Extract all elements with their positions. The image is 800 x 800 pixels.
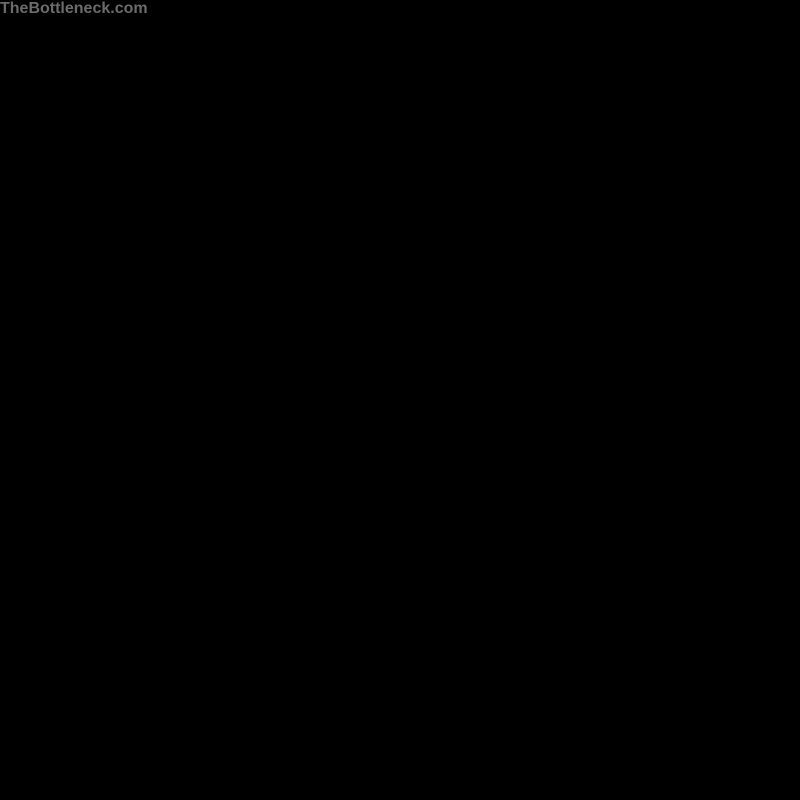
bottleneck-heatmap (0, 0, 300, 150)
chart-container: TheBottleneck.com (0, 0, 800, 800)
watermark-label: TheBottleneck.com (0, 0, 148, 18)
